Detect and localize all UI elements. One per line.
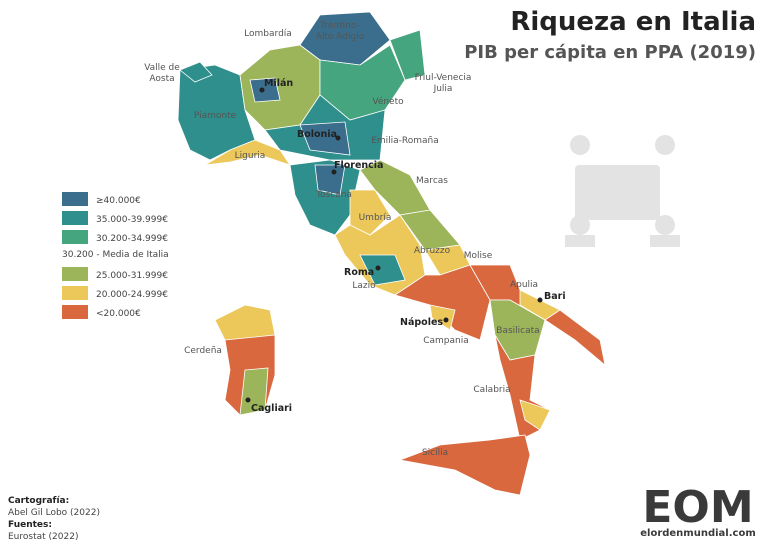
credit: Eurostat (2022) (8, 532, 78, 542)
region-label: Cerdeña (184, 346, 222, 356)
region-label: Basilicata (496, 326, 539, 336)
region-label: Marcas (416, 176, 448, 186)
region-label: Molise (464, 251, 493, 261)
logo: EOM (642, 482, 753, 533)
legend-swatch (62, 267, 88, 281)
city-label: Bolonia (297, 129, 337, 140)
city-dot (331, 169, 337, 175)
region-label: Calabria (473, 385, 510, 395)
region-label: Véneto (372, 96, 404, 107)
city-label: Florencia (334, 160, 383, 171)
region-label: Toscana (315, 190, 352, 200)
city-dot (245, 397, 251, 403)
legend-label: 35.000-39.999€ (96, 215, 168, 225)
city-dot (537, 297, 543, 303)
title: Riqueza en Italia (510, 7, 756, 37)
region-label: Lazio (352, 281, 376, 291)
city-dot (443, 317, 449, 323)
city-label: Roma (344, 267, 374, 278)
region-label: Piamonte (194, 111, 237, 121)
credit: Abel Gil Lobo (2022) (8, 508, 100, 518)
region-label: Alto Adigio (316, 32, 365, 42)
region-label: Trentino- (319, 21, 360, 31)
city-dot (335, 135, 341, 141)
region-label: Umbría (359, 213, 392, 223)
city-label: Milán (264, 78, 293, 89)
region-label: Abruzzo (414, 246, 451, 256)
city-label: Bari (544, 291, 566, 302)
legend-swatch (62, 211, 88, 225)
legend-swatch (62, 192, 88, 206)
legend-label: <20.000€ (96, 309, 141, 319)
illustration-icon (565, 135, 680, 247)
region-label: Emilia-Romaña (371, 136, 439, 146)
logo-site: elordenmundial.com (640, 528, 756, 539)
city-dot (375, 265, 381, 271)
subtitle: PIB per cápita en PPA (2019) (464, 42, 756, 63)
region-label: Lombardía (244, 29, 292, 39)
legend-label: 25.000-31.999€ (96, 271, 168, 281)
region-label: Julia (433, 84, 453, 94)
region-label: Apulia (510, 280, 538, 290)
city-dot (259, 87, 265, 93)
region-label: Sicilia (422, 448, 448, 458)
legend-note: 30.200 - Media de Italia (62, 250, 169, 260)
legend-swatch (62, 286, 88, 300)
region-label: Campania (423, 336, 469, 346)
legend-label: 20.000-24.999€ (96, 290, 168, 300)
legend-swatch (62, 305, 88, 319)
region-label: Friul-Venecia (415, 73, 472, 83)
region-label: Liguria (235, 151, 266, 161)
map-shapes (177, 11, 606, 496)
legend-swatch (62, 230, 88, 244)
region-label: Valle de (144, 63, 180, 73)
region-label: Aosta (149, 74, 174, 84)
credit-heading: Fuentes: (8, 520, 52, 530)
city-label: Nápoles (400, 317, 443, 328)
credit-heading: Cartografía: (8, 496, 69, 506)
legend-label: 30.200-34.999€ (96, 234, 168, 244)
city-label: Cagliari (251, 403, 292, 414)
legend-label: ≥40.000€ (96, 196, 141, 206)
